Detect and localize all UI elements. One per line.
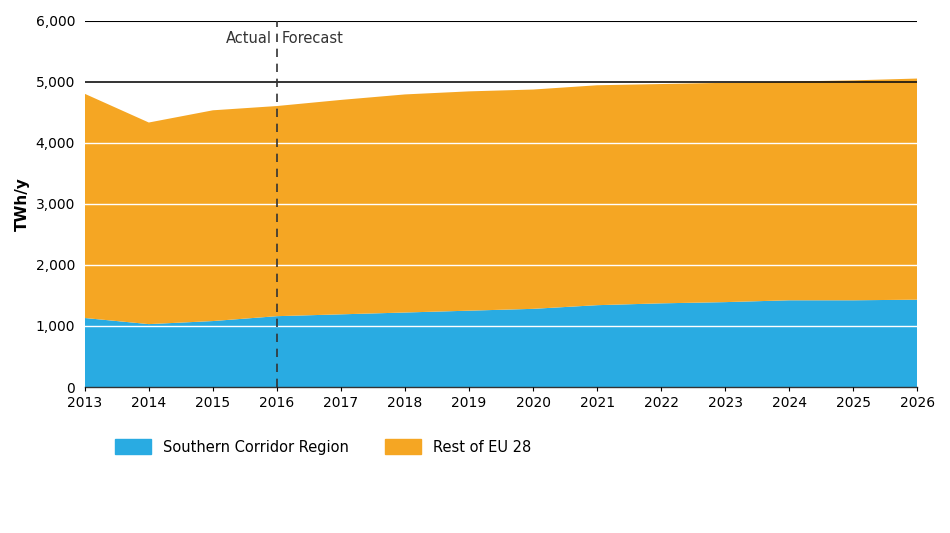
Text: Actual: Actual [226,31,272,46]
Text: Forecast: Forecast [282,31,344,46]
Legend: Southern Corridor Region, Rest of EU 28: Southern Corridor Region, Rest of EU 28 [108,433,537,461]
Y-axis label: TWh/y: TWh/y [15,177,30,231]
